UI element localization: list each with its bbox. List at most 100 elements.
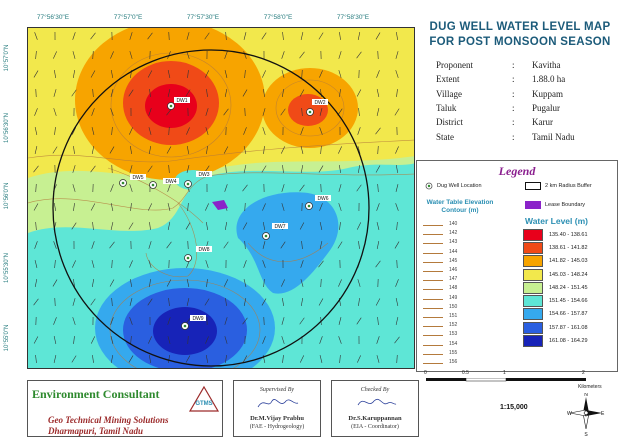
well-label: DW7	[274, 224, 285, 230]
well-marker-dot	[186, 256, 190, 260]
water-level-row: 154.66 - 157.87	[523, 308, 615, 321]
flow-tick	[72, 32, 76, 40]
top-coordinate-labels: 77°56'30"E 77°57'0"E 77°57'30"E 77°58'0"…	[28, 14, 416, 28]
flow-tick	[149, 221, 151, 231]
flow-tick	[225, 354, 227, 364]
flow-tick	[395, 203, 399, 211]
flow-tick	[168, 355, 170, 363]
flow-tick	[395, 70, 399, 78]
flow-tick	[261, 32, 267, 40]
contour-line-swatch	[423, 271, 443, 272]
flow-tick	[128, 355, 134, 363]
flow-tick	[128, 222, 134, 230]
flow-tick	[319, 355, 323, 363]
flow-tick	[109, 279, 115, 287]
flow-tick	[319, 127, 323, 135]
flow-tick	[167, 317, 171, 325]
flow-tick	[35, 50, 37, 60]
flow-tick	[33, 165, 39, 173]
info-key: Extent	[436, 74, 460, 85]
flow-tick	[376, 70, 380, 78]
flow-tick	[205, 355, 209, 363]
flow-tick	[300, 127, 304, 135]
checked-title: Checked By	[360, 387, 390, 393]
flow-tick	[91, 108, 95, 116]
lease-boundary[interactable]	[212, 200, 228, 210]
flow-tick	[148, 108, 152, 116]
flow-tick	[205, 336, 209, 344]
flow-tick	[338, 336, 342, 344]
well-label: DW3	[198, 172, 209, 178]
contour-label: 149	[449, 294, 458, 301]
footer: Environment Consultant GTMS Geo Technica…	[27, 380, 419, 437]
contour-label: 151	[449, 313, 458, 319]
flow-tick	[53, 241, 57, 249]
left-coord-label: 10°55'30"N	[4, 252, 10, 284]
well-marker-dot	[307, 204, 311, 208]
flow-tick	[186, 51, 190, 59]
signature-2	[357, 398, 397, 406]
flow-tick	[186, 165, 190, 173]
contour-line-swatch	[423, 234, 443, 236]
flow-tick	[338, 146, 342, 154]
flow-tick	[224, 51, 228, 59]
north-label: N	[584, 393, 588, 398]
flow-tick	[129, 317, 133, 325]
flow-tick	[338, 70, 342, 78]
flow-tick	[53, 89, 57, 97]
water-level-row: 145.03 - 148.24	[523, 268, 615, 281]
flow-tick	[110, 317, 114, 325]
flow-tick	[90, 32, 96, 40]
info-row-state: State: Tamil Nadu	[436, 129, 616, 143]
flow-tick	[53, 317, 57, 325]
flow-tick	[319, 108, 323, 116]
flow-tick	[147, 203, 153, 211]
flow-tick	[357, 32, 361, 40]
contour-legend-row: 146	[423, 267, 503, 277]
well-label-bg	[315, 195, 331, 201]
flow-tick	[54, 70, 56, 78]
flow-tick	[72, 184, 76, 192]
flow-tick	[223, 241, 229, 249]
flow-tick	[299, 355, 305, 363]
flow-tick	[73, 145, 75, 155]
flow-tick	[149, 355, 151, 363]
left-coord-label: 10°56'30"N	[4, 112, 10, 144]
flow-tick	[358, 297, 360, 307]
zone-154-157-east	[236, 192, 339, 294]
flow-tick	[186, 298, 190, 306]
water-level-swatch	[523, 255, 543, 268]
flow-tick	[73, 279, 75, 287]
flow-tick	[339, 221, 341, 231]
consultant-title: Environment Consultant	[32, 387, 160, 401]
info-sep: :	[512, 60, 515, 71]
buffer-symbol-icon	[525, 182, 541, 190]
contour-legend-row: 154	[423, 341, 503, 351]
flow-tick	[358, 107, 360, 117]
flow-tick	[187, 69, 189, 79]
well-markers: DW1 DW2 DW3 DW4 DW5 DW6 DW7 DW8 DW9	[119, 97, 331, 330]
flow-tick	[225, 31, 227, 41]
info-table: Proponent: Kavitha Extent: 1.88.0 ha Villa…	[436, 58, 616, 144]
flow-tick	[261, 298, 267, 306]
flow-tick	[206, 222, 208, 230]
info-row-taluk: Taluk: Pugalur	[436, 101, 616, 115]
flow-tick	[130, 146, 132, 154]
flow-tick	[282, 164, 284, 174]
flow-tick	[357, 279, 361, 287]
flow-tick	[320, 278, 322, 288]
flow-tick	[53, 203, 57, 211]
flow-tick	[166, 241, 172, 249]
info-sep: :	[512, 88, 515, 99]
title-line-1: DUG WELL WATER LEVEL MAP	[429, 21, 611, 33]
water-level-map[interactable]: DW1 DW2 DW3 DW4 DW5 DW6 DW7 DW8 DW9	[27, 27, 415, 369]
flow-tick	[320, 145, 322, 155]
map-title: DUG WELL WATER LEVEL MAP FOR POST MONSOO…	[422, 20, 618, 58]
flow-tick	[300, 165, 304, 173]
flow-tick	[91, 260, 95, 268]
flow-tick	[338, 317, 342, 325]
contour-line-swatch	[423, 225, 443, 226]
flow-tick	[337, 241, 343, 249]
water-level-row: 148.24 - 151.45	[523, 281, 615, 294]
flow-tick	[376, 241, 380, 249]
